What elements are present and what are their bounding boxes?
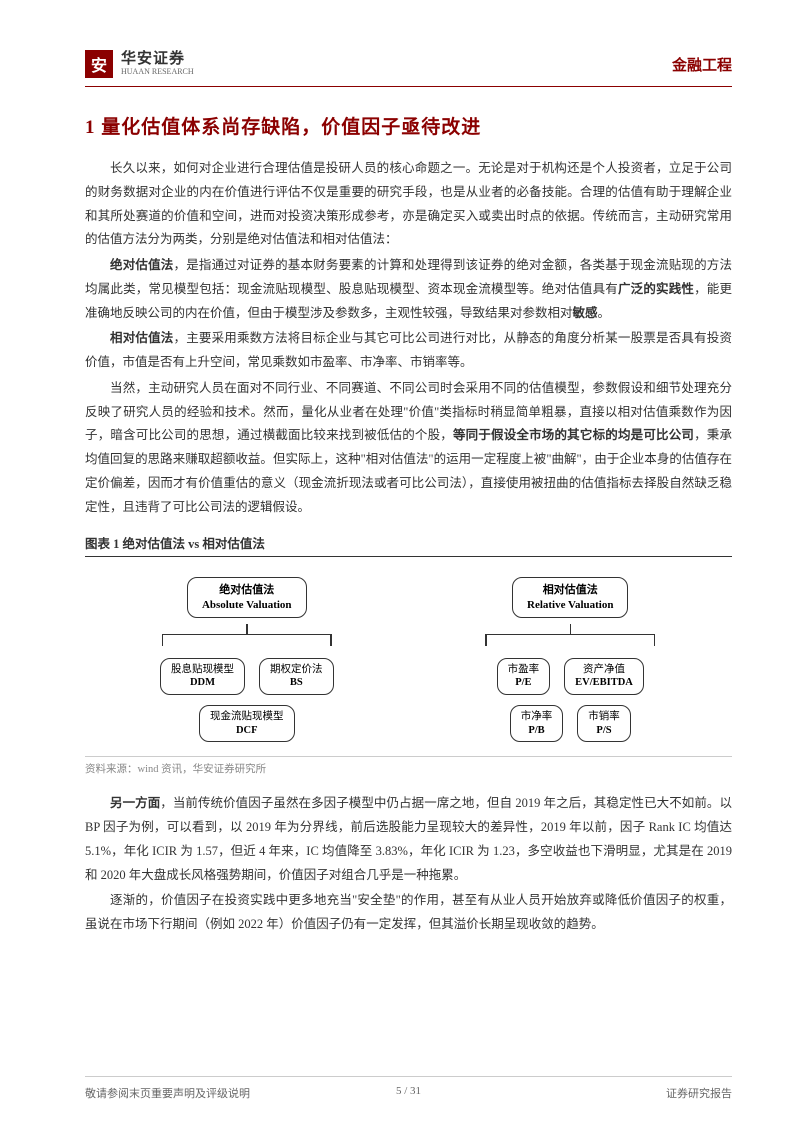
node-absolute: 绝对估值法 Absolute Valuation xyxy=(187,577,307,618)
page-footer: 敬请参阅末页重要声明及评级说明 5 / 31 证券研究报告 xyxy=(85,1076,732,1101)
paragraph-4: 当然，主动研究人员在面对不同行业、不同赛道、不同公司时会采用不同的估值模型，参数… xyxy=(85,377,732,520)
node-cn: 现金流贴现模型 xyxy=(210,710,284,724)
relative-col: 相对估值法 Relative Valuation 市盈率 P/E 资产净值 xyxy=(419,577,723,742)
paragraph-3: 相对估值法，主要采用乘数方法将目标企业与其它可比公司进行对比，从静态的角度分析某… xyxy=(85,327,732,375)
node-bs: 期权定价法 BS xyxy=(259,658,334,695)
node-cn: 绝对估值法 xyxy=(202,583,292,597)
footer-right: 证券研究报告 xyxy=(666,1085,732,1101)
document-page: 安 华安证券 HUAAN RESEARCH 金融工程 1 量化估值体系尚存缺陷，… xyxy=(0,0,802,1133)
figure-source: 资料来源：wind 资讯，华安证券研究所 xyxy=(85,761,732,776)
text: ，当前传统价值因子虽然在多因子模型中仍占据一席之地，但自 2019 年之后，其稳… xyxy=(85,796,732,881)
connector xyxy=(246,624,248,634)
figure-title: 图表 1 绝对估值法 vs 相对估值法 xyxy=(85,533,732,557)
logo-text: 华安证券 HUAAN RESEARCH xyxy=(121,51,194,76)
paragraph-6: 逐渐的，价值因子在投资实践中更多地充当"安全垫"的作用，甚至有从业人员开始放弃或… xyxy=(85,889,732,937)
node-cn: 市盈率 xyxy=(508,663,540,677)
text: ，主要采用乘数方法将目标企业与其它可比公司进行对比，从静态的角度分析某一股票是否… xyxy=(85,331,732,369)
node-cn: 市净率 xyxy=(521,710,553,724)
connector xyxy=(95,634,399,646)
logo-en: HUAAN RESEARCH xyxy=(121,68,194,77)
bold-term: 绝对估值法 xyxy=(110,258,174,272)
node-en: BS xyxy=(270,676,323,690)
node-pb: 市净率 P/B xyxy=(510,705,564,742)
bold-term: 相对估值法 xyxy=(110,331,174,345)
section-heading: 1 量化估值体系尚存缺陷，价值因子亟待改进 xyxy=(85,112,732,139)
node-pe: 市盈率 P/E xyxy=(497,658,551,695)
node-cn: 相对估值法 xyxy=(527,583,613,597)
logo-icon: 安 xyxy=(85,50,113,78)
absolute-col: 绝对估值法 Absolute Valuation 股息贴现模型 DDM 期权定价… xyxy=(95,577,399,742)
valuation-diagram: 绝对估值法 Absolute Valuation 股息贴现模型 DDM 期权定价… xyxy=(85,565,732,757)
node-cn: 期权定价法 xyxy=(270,663,323,677)
footer-left: 敬请参阅末页重要声明及评级说明 xyxy=(85,1085,250,1101)
node-ps: 市销率 P/S xyxy=(577,705,631,742)
bold-term: 等同于假设全市场的其它标的均是可比公司 xyxy=(453,428,694,442)
node-ddm: 股息贴现模型 DDM xyxy=(160,658,245,695)
node-ev: 资产净值 EV/EBITDA xyxy=(564,658,644,695)
page-header: 安 华安证券 HUAAN RESEARCH 金融工程 xyxy=(85,50,732,87)
logo-cn: 华安证券 xyxy=(121,51,194,68)
paragraph-1: 长久以来，如何对企业进行合理估值是投研人员的核心命题之一。无论是对于机构还是个人… xyxy=(85,157,732,252)
node-en: DDM xyxy=(171,676,234,690)
logo-area: 安 华安证券 HUAAN RESEARCH xyxy=(85,50,194,78)
sub-row: 现金流贴现模型 DCF xyxy=(199,705,295,742)
node-dcf: 现金流贴现模型 DCF xyxy=(199,705,295,742)
footer-page-number: 5 / 31 xyxy=(396,1085,421,1097)
diagram-top-row: 绝对估值法 Absolute Valuation 股息贴现模型 DDM 期权定价… xyxy=(95,577,722,742)
node-relative: 相对估值法 Relative Valuation xyxy=(512,577,628,618)
paragraph-2: 绝对估值法，是指通过对证券的基本财务要素的计算和处理得到该证券的绝对金额，各类基… xyxy=(85,254,732,325)
header-category: 金融工程 xyxy=(672,54,732,75)
node-cn: 市销率 xyxy=(588,710,620,724)
bold-term: 敏感 xyxy=(573,306,598,320)
node-en: P/S xyxy=(588,724,620,738)
sub-row: 市净率 P/B 市销率 P/S xyxy=(510,705,631,742)
bold-term: 另一方面 xyxy=(110,796,160,810)
node-en: P/B xyxy=(521,724,553,738)
node-en: EV/EBITDA xyxy=(575,676,633,690)
sub-row: 股息贴现模型 DDM 期权定价法 BS xyxy=(160,658,334,695)
bold-term: 广泛的实践性 xyxy=(618,282,694,296)
node-en: Absolute Valuation xyxy=(202,598,292,612)
text: 。 xyxy=(598,306,611,320)
node-en: Relative Valuation xyxy=(527,598,613,612)
connector xyxy=(419,634,723,646)
connector xyxy=(570,624,572,634)
node-en: DCF xyxy=(210,724,284,738)
sub-row: 市盈率 P/E 资产净值 EV/EBITDA xyxy=(497,658,644,695)
node-cn: 股息贴现模型 xyxy=(171,663,234,677)
node-en: P/E xyxy=(508,676,540,690)
node-cn: 资产净值 xyxy=(575,663,633,677)
paragraph-5: 另一方面，当前传统价值因子虽然在多因子模型中仍占据一席之地，但自 2019 年之… xyxy=(85,792,732,887)
